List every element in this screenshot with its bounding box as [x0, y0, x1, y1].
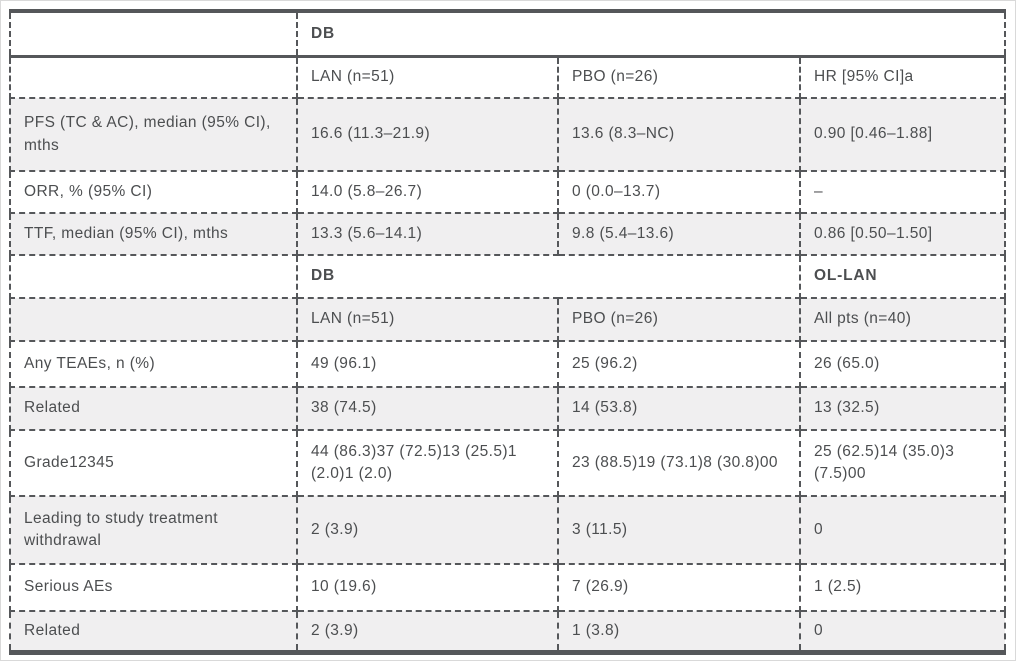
row-label-cell: Related — [9, 610, 298, 656]
column-header-lan: LAN (n=51) — [296, 297, 559, 342]
group-header-ol-lan: OL-LAN — [799, 254, 1006, 299]
table-cell: 7 (26.9) — [557, 563, 801, 612]
table-cell: 0.90 [0.46–1.88] — [799, 97, 1006, 172]
table-row-grade: Grade12345 44 (86.3)37 (72.5)13 (25.5)1 … — [9, 429, 1006, 497]
row-label-cell: ORR, % (95% CI) — [9, 170, 298, 214]
table-cell: 0 (0.0–13.7) — [557, 170, 801, 214]
column-header-hr: HR [95% CI]a — [799, 55, 1006, 99]
row-label-cell: Serious AEs — [9, 563, 298, 612]
group-header-db: DB — [296, 9, 1006, 58]
table-cell: 44 (86.3)37 (72.5)13 (25.5)1 (2.0)1 (2.0… — [296, 429, 559, 497]
table-row-related-teaes: Related 38 (74.5) 14 (53.8) 13 (32.5) — [9, 386, 1006, 431]
table-cell: 13.6 (8.3–NC) — [557, 97, 801, 172]
table-row-group-header-db-ollan: DB OL-LAN — [9, 254, 1006, 299]
table-row-column-headers-efficacy: LAN (n=51) PBO (n=26) HR [95% CI]a — [9, 55, 1006, 99]
table-cell: 38 (74.5) — [296, 386, 559, 431]
row-label-cell: Any TEAEs, n (%) — [9, 340, 298, 388]
table-cell: 9.8 (5.4–13.6) — [557, 212, 801, 256]
table-cell: 13 (32.5) — [799, 386, 1006, 431]
column-header-pbo: PBO (n=26) — [557, 297, 801, 342]
column-header-all-pts: All pts (n=40) — [799, 297, 1006, 342]
table-cell: 10 (19.6) — [296, 563, 559, 612]
row-label-cell: PFS (TC & AC), median (95% CI), mths — [9, 97, 298, 172]
row-label-cell: Leading to study treatment withdrawal — [9, 495, 298, 565]
table-cell: 14.0 (5.8–26.7) — [296, 170, 559, 214]
table-cell: 26 (65.0) — [799, 340, 1006, 388]
table-cell: 49 (96.1) — [296, 340, 559, 388]
table-cell: 0.86 [0.50–1.50] — [799, 212, 1006, 256]
group-header-db: DB — [296, 254, 801, 299]
table-cell: 1 (3.8) — [557, 610, 801, 656]
table-cell: – — [799, 170, 1006, 214]
table-cell: 23 (88.5)19 (73.1)8 (30.8)00 — [557, 429, 801, 497]
table-cell: 2 (3.9) — [296, 495, 559, 565]
table-cell: 3 (11.5) — [557, 495, 801, 565]
table-row-orr: ORR, % (95% CI) 14.0 (5.8–26.7) 0 (0.0–1… — [9, 170, 1006, 214]
clinical-results-table: DB LAN (n=51) PBO (n=26) HR [95% CI]a PF… — [9, 9, 1006, 656]
row-label-cell: Related — [9, 386, 298, 431]
table-row-serious-aes: Serious AEs 10 (19.6) 7 (26.9) 1 (2.5) — [9, 563, 1006, 612]
row-label-cell: Grade12345 — [9, 429, 298, 497]
table-cell: 25 (96.2) — [557, 340, 801, 388]
column-header-pbo: PBO (n=26) — [557, 55, 801, 99]
spacer-cell — [9, 55, 298, 99]
spacer-cell — [9, 9, 298, 58]
table-row-ttf: TTF, median (95% CI), mths 13.3 (5.6–14.… — [9, 212, 1006, 256]
table-row-related-serious: Related 2 (3.9) 1 (3.8) 0 — [9, 610, 1006, 656]
spacer-cell — [9, 254, 298, 299]
table-cell: 25 (62.5)14 (35.0)3 (7.5)00 — [799, 429, 1006, 497]
table-cell: 0 — [799, 495, 1006, 565]
table-cell: 13.3 (5.6–14.1) — [296, 212, 559, 256]
table-cell: 16.6 (11.3–21.9) — [296, 97, 559, 172]
table-row-group-header-db: DB — [9, 9, 1006, 58]
table-cell: 0 — [799, 610, 1006, 656]
table-cell: 14 (53.8) — [557, 386, 801, 431]
row-label-cell: TTF, median (95% CI), mths — [9, 212, 298, 256]
table-cell: 1 (2.5) — [799, 563, 1006, 612]
spacer-cell — [9, 297, 298, 342]
table-row-withdrawal: Leading to study treatment withdrawal 2 … — [9, 495, 1006, 565]
table-row-column-headers-safety: LAN (n=51) PBO (n=26) All pts (n=40) — [9, 297, 1006, 342]
table-row-pfs: PFS (TC & AC), median (95% CI), mths 16.… — [9, 97, 1006, 172]
column-header-lan: LAN (n=51) — [296, 55, 559, 99]
table-cell: 2 (3.9) — [296, 610, 559, 656]
table-row-any-teaes: Any TEAEs, n (%) 49 (96.1) 25 (96.2) 26 … — [9, 340, 1006, 388]
